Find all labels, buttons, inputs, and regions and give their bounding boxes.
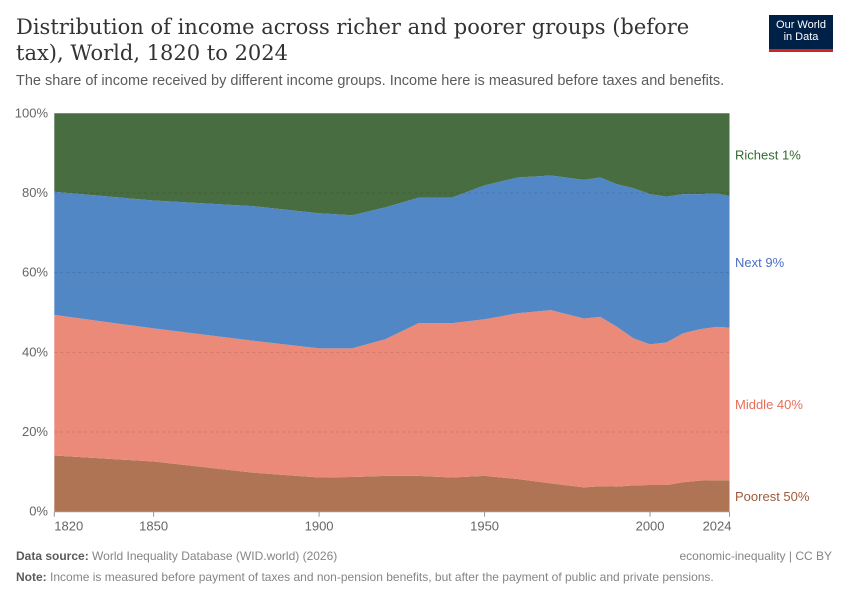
- y-tick-label: 100%: [15, 105, 49, 120]
- note: Note: Income is measured before payment …: [16, 570, 714, 584]
- y-tick-label: 40%: [22, 344, 48, 359]
- series-label[interactable]: Next 9%: [735, 255, 785, 270]
- x-tick-label: 2000: [636, 519, 665, 534]
- area-richest-1-: [54, 113, 730, 216]
- y-tick-label: 20%: [22, 424, 48, 439]
- owid-logo[interactable]: Our World in Data: [769, 15, 833, 52]
- series-label[interactable]: Richest 1%: [735, 148, 801, 163]
- chart-subtitle: The share of income received by differen…: [16, 73, 725, 89]
- area-poorest-50-: [54, 455, 730, 512]
- license[interactable]: economic-inequality | CC BY: [679, 549, 832, 563]
- y-tick-label: 80%: [22, 185, 48, 200]
- y-tick-label: 60%: [22, 265, 48, 280]
- x-tick-label: 2024: [703, 519, 732, 534]
- y-tick-label: 0%: [29, 504, 48, 519]
- series-label[interactable]: Middle 40%: [735, 397, 803, 412]
- area-middle-40-: [54, 310, 730, 488]
- chart-title: Distribution of income across richer and…: [16, 15, 690, 65]
- series-label[interactable]: Poorest 50%: [735, 489, 810, 504]
- x-tick-label: 1820: [54, 519, 83, 534]
- data-source: Data source: World Inequality Database (…: [16, 549, 338, 563]
- x-tick-label: 1950: [470, 519, 499, 534]
- source-link[interactable]: World Inequality Database (WID.world) (2…: [92, 549, 338, 563]
- area-next-9-: [54, 175, 730, 349]
- x-tick-label: 1850: [139, 519, 168, 534]
- x-tick-label: 1900: [305, 519, 334, 534]
